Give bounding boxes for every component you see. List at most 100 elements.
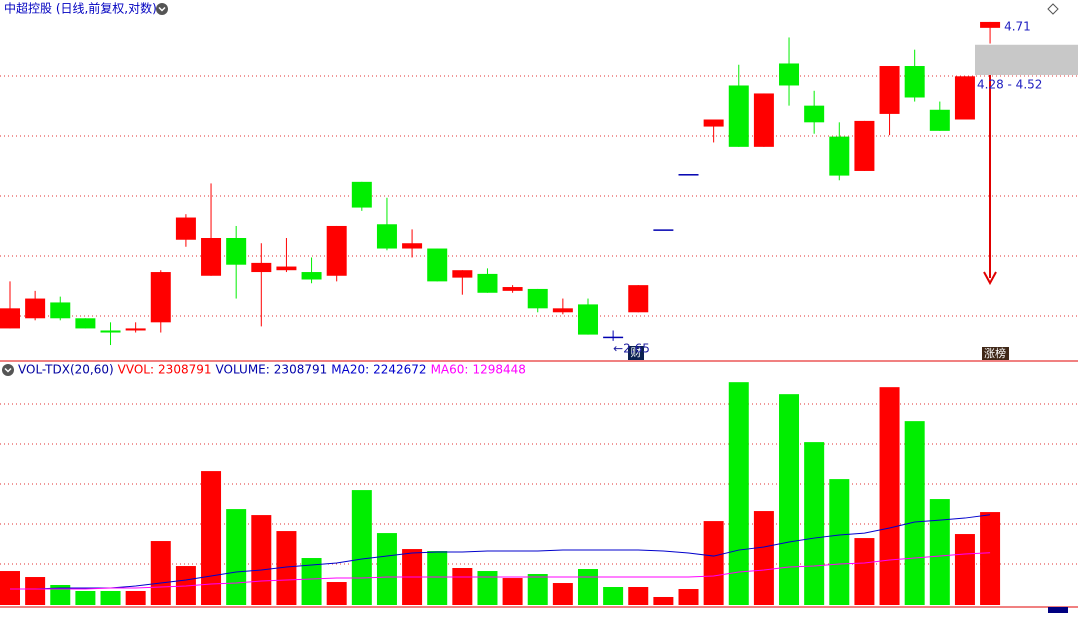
candle	[326, 225, 347, 282]
candle-body	[0, 308, 20, 329]
candle	[753, 93, 774, 147]
candle	[527, 288, 548, 313]
volume-bar	[251, 515, 272, 605]
candle-body	[653, 229, 674, 231]
badge[interactable]: 财	[631, 345, 642, 359]
volume-bar	[125, 590, 146, 605]
candle	[879, 66, 900, 136]
candle-body	[301, 272, 322, 280]
range-label: 4.28 - 4.52	[977, 78, 1042, 92]
legend-label: VVOL:	[118, 363, 154, 377]
candle-body	[728, 85, 749, 147]
candle-body	[226, 238, 247, 265]
candle-body	[527, 288, 548, 309]
candle-body	[125, 328, 146, 331]
candle-body	[452, 270, 473, 278]
candle	[904, 49, 925, 102]
candle	[301, 257, 322, 284]
candle	[703, 119, 724, 143]
candle-body	[603, 336, 624, 339]
indicator-title: VOL-TDX(20,60)	[18, 363, 114, 377]
candle	[929, 101, 950, 131]
legend-value: 1298448	[472, 363, 525, 377]
candle	[376, 197, 397, 251]
candle-body	[351, 181, 372, 208]
candle-body	[829, 136, 850, 176]
candle-body	[678, 174, 699, 176]
candle	[628, 285, 649, 313]
candle	[251, 243, 272, 327]
candle	[351, 181, 372, 211]
candle	[402, 229, 423, 258]
candle-body	[477, 273, 498, 293]
candle-body	[402, 243, 423, 249]
badge-bg	[628, 346, 644, 360]
volume-bar	[201, 471, 222, 605]
candle	[603, 330, 624, 341]
candle	[502, 285, 523, 293]
candle-body	[502, 287, 523, 291]
candle-body	[904, 66, 925, 98]
volume-bar	[980, 512, 1001, 605]
candle	[25, 290, 46, 321]
badge[interactable]: 涨榜	[984, 346, 1006, 360]
candle-body	[577, 304, 598, 335]
candle	[276, 238, 297, 273]
candle-body	[854, 120, 875, 171]
candle	[854, 120, 875, 171]
candle	[226, 225, 247, 299]
volume-bar	[829, 479, 850, 605]
volume-bar	[954, 534, 975, 605]
legend-value: 2308791	[158, 363, 211, 377]
candle	[125, 322, 146, 333]
candle	[150, 270, 171, 333]
chart-title: 中超控股 (日线,前复权,对数)	[4, 1, 157, 16]
candle-body	[326, 225, 347, 276]
volume-bar	[25, 577, 46, 605]
ma-line	[10, 514, 991, 590]
volume-bar	[854, 538, 875, 605]
candle-body	[980, 21, 1001, 28]
candle-body	[753, 93, 774, 147]
volume-bar	[904, 421, 925, 605]
volume-bar	[753, 511, 774, 605]
legend-label: MA20:	[331, 363, 369, 377]
candle	[728, 64, 749, 147]
legend-value: 2308791	[274, 363, 327, 377]
candle-body	[50, 302, 71, 319]
candle	[477, 268, 498, 293]
volume-bar	[326, 582, 347, 605]
badge-bg	[982, 347, 1009, 360]
candle-body	[25, 298, 46, 319]
candle-body	[150, 272, 171, 323]
legend-value: 2242672	[373, 363, 426, 377]
volume-bar	[100, 590, 121, 605]
candle	[201, 183, 222, 276]
volume-bar	[879, 387, 900, 605]
volume-bar	[452, 568, 473, 605]
volume-bar	[603, 587, 624, 605]
candle	[75, 318, 96, 329]
candle	[954, 76, 975, 120]
volume-bar	[351, 490, 372, 605]
volume-bar	[50, 584, 71, 605]
candle-body	[376, 224, 397, 249]
volume-bar	[678, 589, 699, 605]
candle-body	[628, 285, 649, 313]
high-label: 4.71	[1004, 19, 1031, 33]
candle-body	[804, 105, 825, 123]
title-menu[interactable]	[156, 3, 168, 15]
candle	[980, 21, 1001, 44]
volume-menu[interactable]	[2, 364, 14, 376]
diamond-button[interactable]	[1047, 3, 1059, 15]
candle-body	[879, 66, 900, 114]
volume-bar	[552, 583, 573, 605]
low-label: ←2.65	[613, 341, 650, 355]
volume-bar	[427, 551, 448, 605]
candle-body	[929, 109, 950, 131]
candle-body	[427, 248, 448, 282]
volume-bar	[226, 509, 247, 605]
volume-bar	[0, 571, 20, 605]
range-box	[975, 44, 1078, 76]
